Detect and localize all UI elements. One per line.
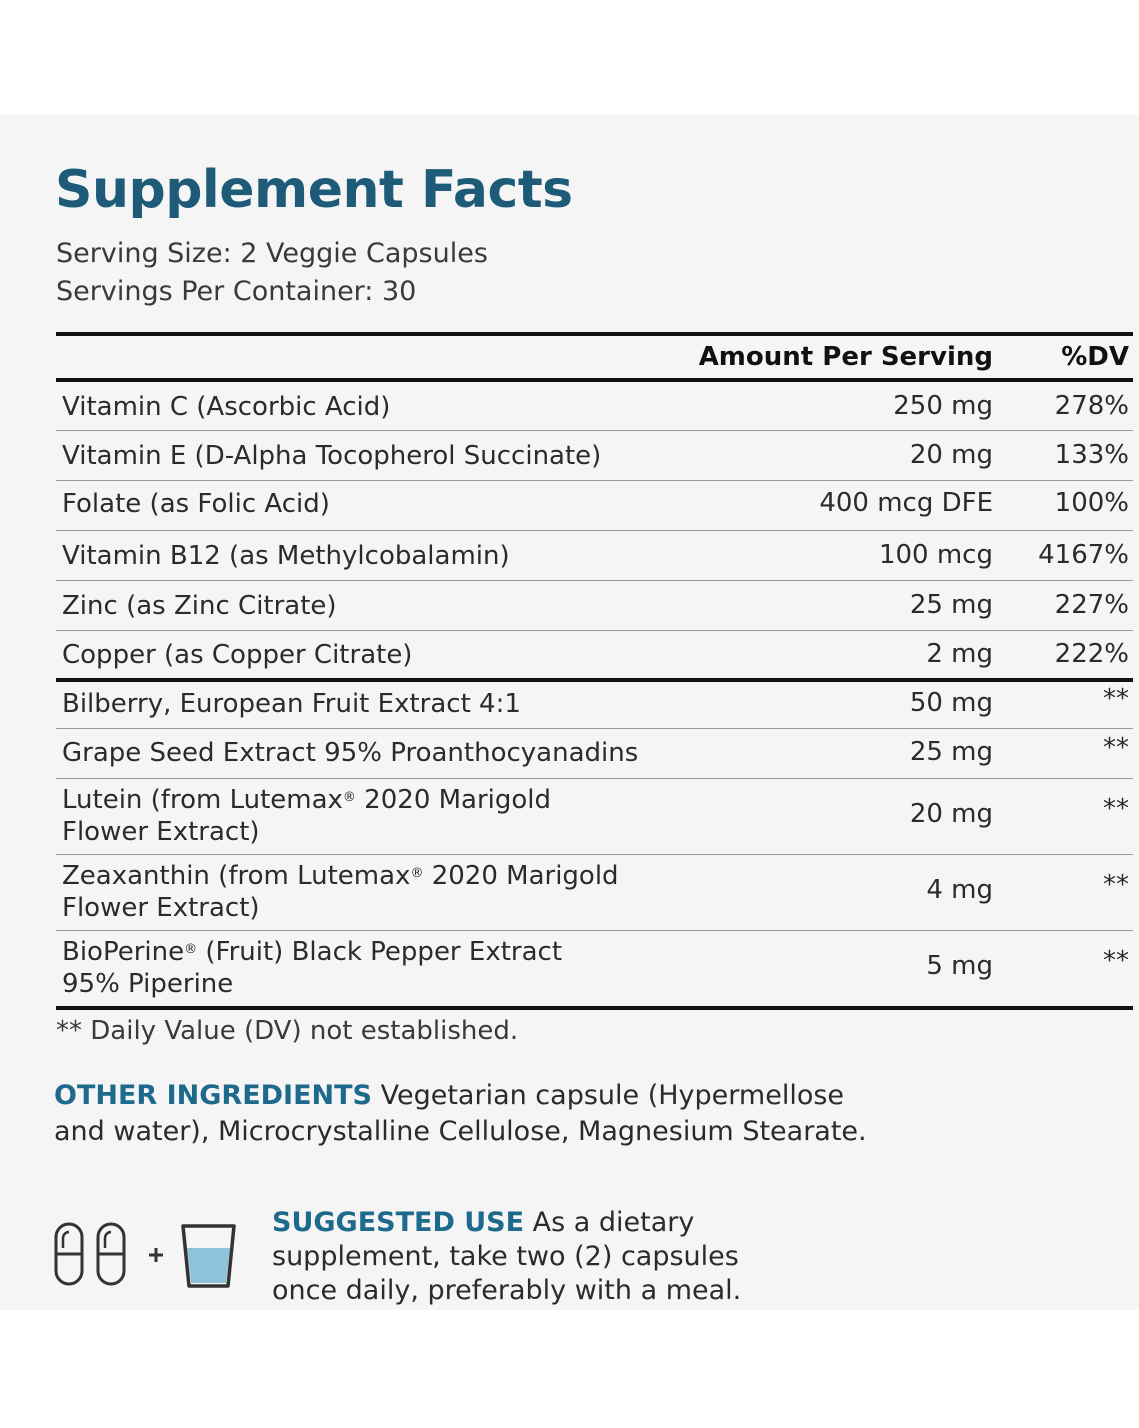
page-title: Supplement Facts [55, 160, 573, 220]
name-line1: Lutein (from Lutemax [62, 785, 343, 815]
capsule-icon [96, 1222, 126, 1286]
nutrient-amount: 400 mcg DFE [819, 488, 993, 518]
row-divider [56, 630, 1133, 631]
table-row: Vitamin C (Ascorbic Acid) 250 mg 278% [56, 382, 1133, 430]
row-divider [56, 778, 1133, 779]
nutrient-dv: 227% [1054, 590, 1129, 620]
table-row: Vitamin B12 (as Methylcobalamin) 100 mcg… [56, 531, 1133, 580]
name-line1-rest: 2020 Marigold [423, 861, 619, 891]
nutrient-dv: 4167% [1038, 540, 1129, 570]
row-divider [56, 480, 1133, 481]
row-divider [56, 854, 1133, 855]
row-divider [56, 580, 1133, 581]
name-line1: BioPerine [62, 937, 185, 967]
nutrient-dv: ** [1103, 684, 1129, 714]
supplement-facts-table: Amount Per Serving %DV Vitamin C (Ascorb… [56, 332, 1133, 1010]
table-bottom-rule [56, 1006, 1133, 1010]
nutrient-amount: 2 mg [926, 639, 993, 669]
nutrient-name: Zeaxanthin (from Lutemax® 2020 Marigold F… [62, 860, 619, 924]
row-divider [56, 430, 1133, 431]
name-line1-rest: (Fruit) Black Pepper Extract [197, 937, 563, 967]
registered-mark: ® [342, 790, 356, 805]
table-row: Vitamin E (D-Alpha Tocopherol Succinate)… [56, 431, 1133, 480]
name-line2: Flower Extract) [62, 817, 260, 847]
name-line1: Zeaxanthin (from Lutemax [62, 861, 411, 891]
name-line1-rest: 2020 Marigold [355, 785, 552, 815]
name-line2: 95% Piperine [62, 969, 234, 999]
name-line2: Flower Extract) [62, 893, 260, 923]
serving-size: Serving Size: 2 Veggie Capsules [56, 238, 488, 269]
label-panel [0, 115, 1139, 1310]
table-row: Zinc (as Zinc Citrate) 25 mg 227% [56, 581, 1133, 630]
section-rule [56, 678, 1133, 682]
registered-mark: ® [410, 866, 424, 881]
nutrient-name: Bilberry, European Fruit Extract 4:1 [62, 689, 521, 719]
suggested-use-icons [50, 1218, 250, 1298]
table-top-rule [56, 332, 1133, 336]
nutrient-amount: 250 mg [893, 391, 993, 421]
nutrient-name: Vitamin B12 (as Methylcobalamin) [62, 541, 510, 571]
suggested-use-label: SUGGESTED USE [272, 1207, 525, 1238]
row-divider [56, 930, 1133, 931]
nutrient-name: Lutein (from Lutemax® 2020 Marigold Flowe… [62, 784, 551, 848]
nutrient-name: Vitamin E (D-Alpha Tocopherol Succinate) [62, 441, 602, 471]
table-header-row: Amount Per Serving %DV [56, 336, 1133, 378]
nutrient-amount: 4 mg [926, 875, 993, 905]
header-rule [56, 378, 1133, 382]
nutrient-name: Grape Seed Extract 95% Proanthocyanadins [62, 738, 639, 768]
capsule-icon [54, 1222, 84, 1286]
footnote: ** Daily Value (DV) not established. [56, 1016, 519, 1046]
registered-mark: ® [184, 942, 198, 957]
table-row: Grape Seed Extract 95% Proanthocyanadins… [56, 729, 1133, 778]
row-divider [56, 728, 1133, 729]
other-ingredients: OTHER INGREDIENTS Vegetarian capsule (Hy… [54, 1078, 884, 1150]
nutrient-name: Vitamin C (Ascorbic Acid) [62, 392, 391, 422]
nutrient-amount: 20 mg [909, 799, 993, 829]
nutrient-dv: 100% [1054, 488, 1129, 518]
row-divider [56, 530, 1133, 531]
amount-header: Amount Per Serving [698, 342, 993, 372]
table-row: BioPerine® (Fruit) Black Pepper Extract 9… [56, 931, 1133, 1006]
nutrient-dv: 222% [1054, 639, 1129, 669]
nutrient-name: BioPerine® (Fruit) Black Pepper Extract 9… [62, 936, 562, 1000]
nutrient-dv: ** [1103, 870, 1129, 900]
table-row: Lutein (from Lutemax® 2020 Marigold Flowe… [56, 779, 1133, 854]
nutrient-amount: 100 mcg [878, 540, 993, 570]
nutrient-name: Copper (as Copper Citrate) [62, 640, 413, 670]
nutrient-amount: 5 mg [926, 951, 993, 981]
table-row: Copper (as Copper Citrate) 2 mg 222% [56, 631, 1133, 678]
servings-per-container: Servings Per Container: 30 [56, 276, 417, 307]
nutrient-name: Zinc (as Zinc Citrate) [62, 591, 337, 621]
nutrient-dv: ** [1103, 794, 1129, 824]
nutrient-dv: ** [1103, 946, 1129, 976]
nutrient-amount: 20 mg [909, 440, 993, 470]
table-row: Bilberry, European Fruit Extract 4:1 50 … [56, 682, 1133, 728]
nutrient-dv: 278% [1054, 391, 1129, 421]
other-ingredients-label: OTHER INGREDIENTS [54, 1080, 373, 1111]
nutrient-amount: 50 mg [909, 688, 993, 718]
nutrient-amount: 25 mg [909, 737, 993, 767]
plus-icon [149, 1248, 163, 1262]
nutrient-dv: 133% [1054, 440, 1129, 470]
suggested-use-text: As a dietary supplement, take two (2) ca… [272, 1207, 742, 1306]
nutrient-name: Folate (as Folic Acid) [62, 489, 330, 519]
other-ingredients-text: Vegetarian capsule (Hypermellose and wat… [54, 1080, 867, 1147]
nutrient-dv: ** [1103, 733, 1129, 763]
nutrient-amount: 25 mg [909, 590, 993, 620]
water-glass-icon [181, 1224, 236, 1288]
suggested-use: SUGGESTED USE As a dietary supplement, t… [272, 1206, 792, 1308]
table-row: Zeaxanthin (from Lutemax® 2020 Marigold F… [56, 855, 1133, 930]
table-row: Folate (as Folic Acid) 400 mcg DFE 100% [56, 481, 1133, 530]
dv-header: %DV [1061, 342, 1129, 372]
